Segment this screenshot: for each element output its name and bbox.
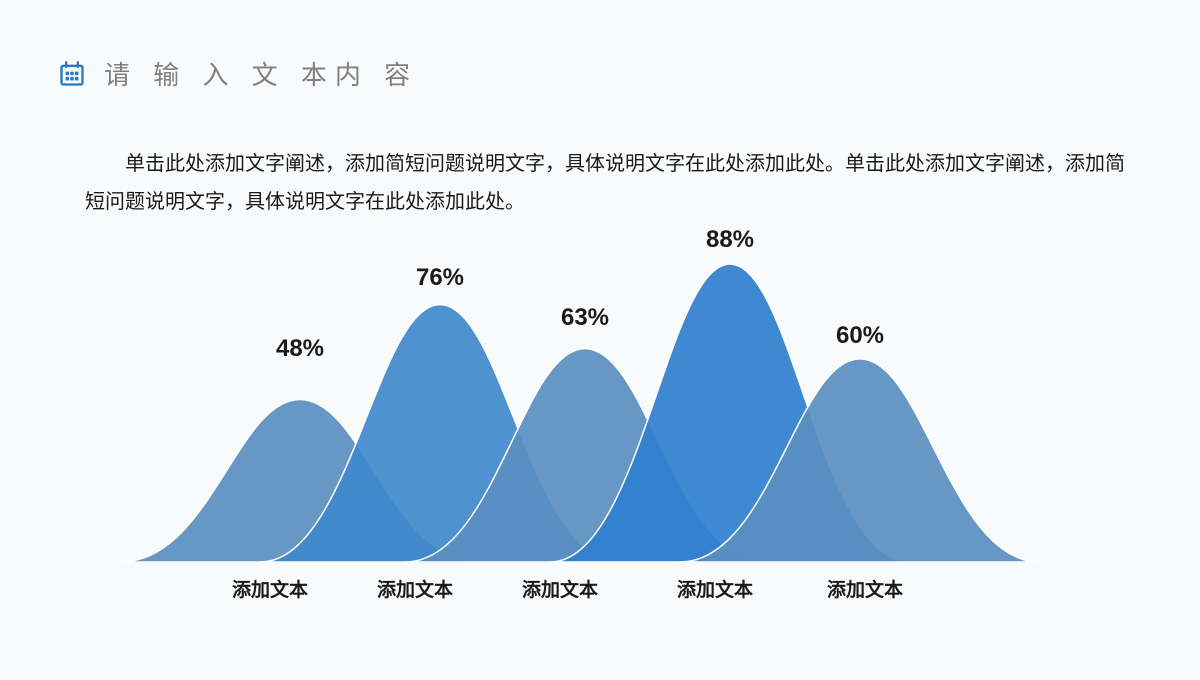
pct-label: 63% [561,304,609,332]
x-axis-labels: 添加文本 添加文本 添加文本 添加文本 添加文本 [105,575,1105,605]
x-axis-label: 添加文本 [827,575,903,602]
x-axis-label: 添加文本 [377,575,453,602]
pct-label: 48% [276,335,324,363]
calendar-icon [58,60,86,88]
pct-label: 88% [706,226,754,254]
page-title: 请 输 入 文 本内 容 [104,55,418,92]
bell-curve-chart: 48% 76% 63% 88% 60% [105,222,1105,562]
x-axis-label: 添加文本 [522,575,598,602]
x-axis-label: 添加文本 [677,575,753,602]
chart-svg [105,222,1105,562]
pct-label: 76% [416,264,464,292]
body-description: 单击此处添加文字阐述，添加简短问题说明文字，具体说明文字在此处添加此处。单击此处… [85,145,1125,221]
x-axis-label: 添加文本 [232,575,308,602]
header: 请 输 入 文 本内 容 [58,55,418,92]
pct-label: 60% [836,322,884,350]
